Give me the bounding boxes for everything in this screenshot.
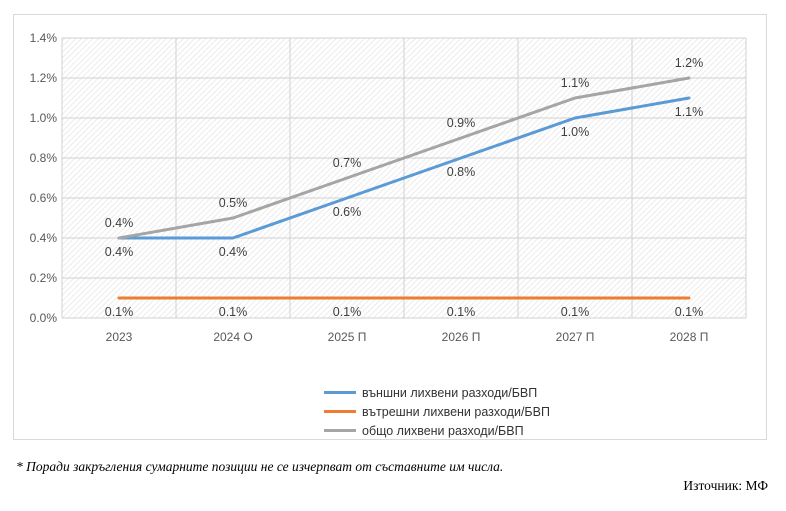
y-tick-label: 0.8% <box>30 151 58 165</box>
legend-label: общо лихвени разходи/БВП <box>362 423 524 438</box>
legend-label: външни лихвени разходи/БВП <box>362 385 538 400</box>
x-tick-label: 2028 П <box>670 330 709 344</box>
data-label: 1.2% <box>675 56 704 70</box>
data-label: 0.8% <box>447 165 476 179</box>
legend-label: вътрешни лихвени разходи/БВП <box>362 404 550 419</box>
footnote: * Поради закръгления сумарните позиции н… <box>16 459 504 474</box>
data-label: 0.9% <box>447 116 476 130</box>
x-tick-label: 2025 П <box>328 330 367 344</box>
data-label: 0.5% <box>219 196 248 210</box>
series-line <box>117 76 691 240</box>
x-tick-label: 2027 П <box>556 330 595 344</box>
y-tick-label: 0.2% <box>30 271 58 285</box>
y-tick-label: 1.0% <box>30 111 58 125</box>
data-label: 0.1% <box>675 305 704 319</box>
y-tick-label: 1.2% <box>30 71 58 85</box>
chart-frame: 0.0% 0.2% 0.4% 0.6% 0.8% 1.0% 1.2% 1.4% 2023 2024… <box>13 14 767 440</box>
y-tick-label: 1.4% <box>30 31 58 45</box>
legend-item: външни лихвени разходи/БВП <box>324 383 644 402</box>
data-label: 0.6% <box>333 205 362 219</box>
data-label: 0.1% <box>333 305 362 319</box>
data-label: 0.7% <box>333 156 362 170</box>
x-tick-label: 2026 П <box>442 330 481 344</box>
data-label: 0.4% <box>105 245 134 259</box>
y-tick-label: 0.0% <box>30 311 58 325</box>
data-label: 0.1% <box>561 305 590 319</box>
source-note: Източник: МФ <box>683 478 768 493</box>
data-label: 0.1% <box>105 305 134 319</box>
data-label: 1.0% <box>561 125 590 139</box>
legend-item: вътрешни лихвени разходи/БВП <box>324 402 644 421</box>
x-tick-label: 2024 О <box>213 330 252 344</box>
x-tick-label: 2023 <box>106 330 133 344</box>
data-label: 0.4% <box>105 216 134 230</box>
legend-item: общо лихвени разходи/БВП <box>324 421 644 440</box>
y-tick-label: 0.6% <box>30 191 58 205</box>
chart-plot: 0.0% 0.2% 0.4% 0.6% 0.8% 1.0% 1.2% 1.4% 2023 2024… <box>30 31 747 344</box>
data-label: 0.1% <box>447 305 476 319</box>
data-label: 0.1% <box>219 305 248 319</box>
legend-swatch <box>324 429 356 432</box>
data-label: 0.4% <box>219 245 248 259</box>
y-tick-label: 0.4% <box>30 231 58 245</box>
legend-swatch <box>324 391 356 394</box>
series-line <box>117 96 691 240</box>
chart-legend: външни лихвени разходи/БВП вътрешни лихве… <box>324 383 644 440</box>
data-label: 1.1% <box>675 105 704 119</box>
data-label: 1.1% <box>561 76 590 90</box>
legend-swatch <box>324 410 356 413</box>
